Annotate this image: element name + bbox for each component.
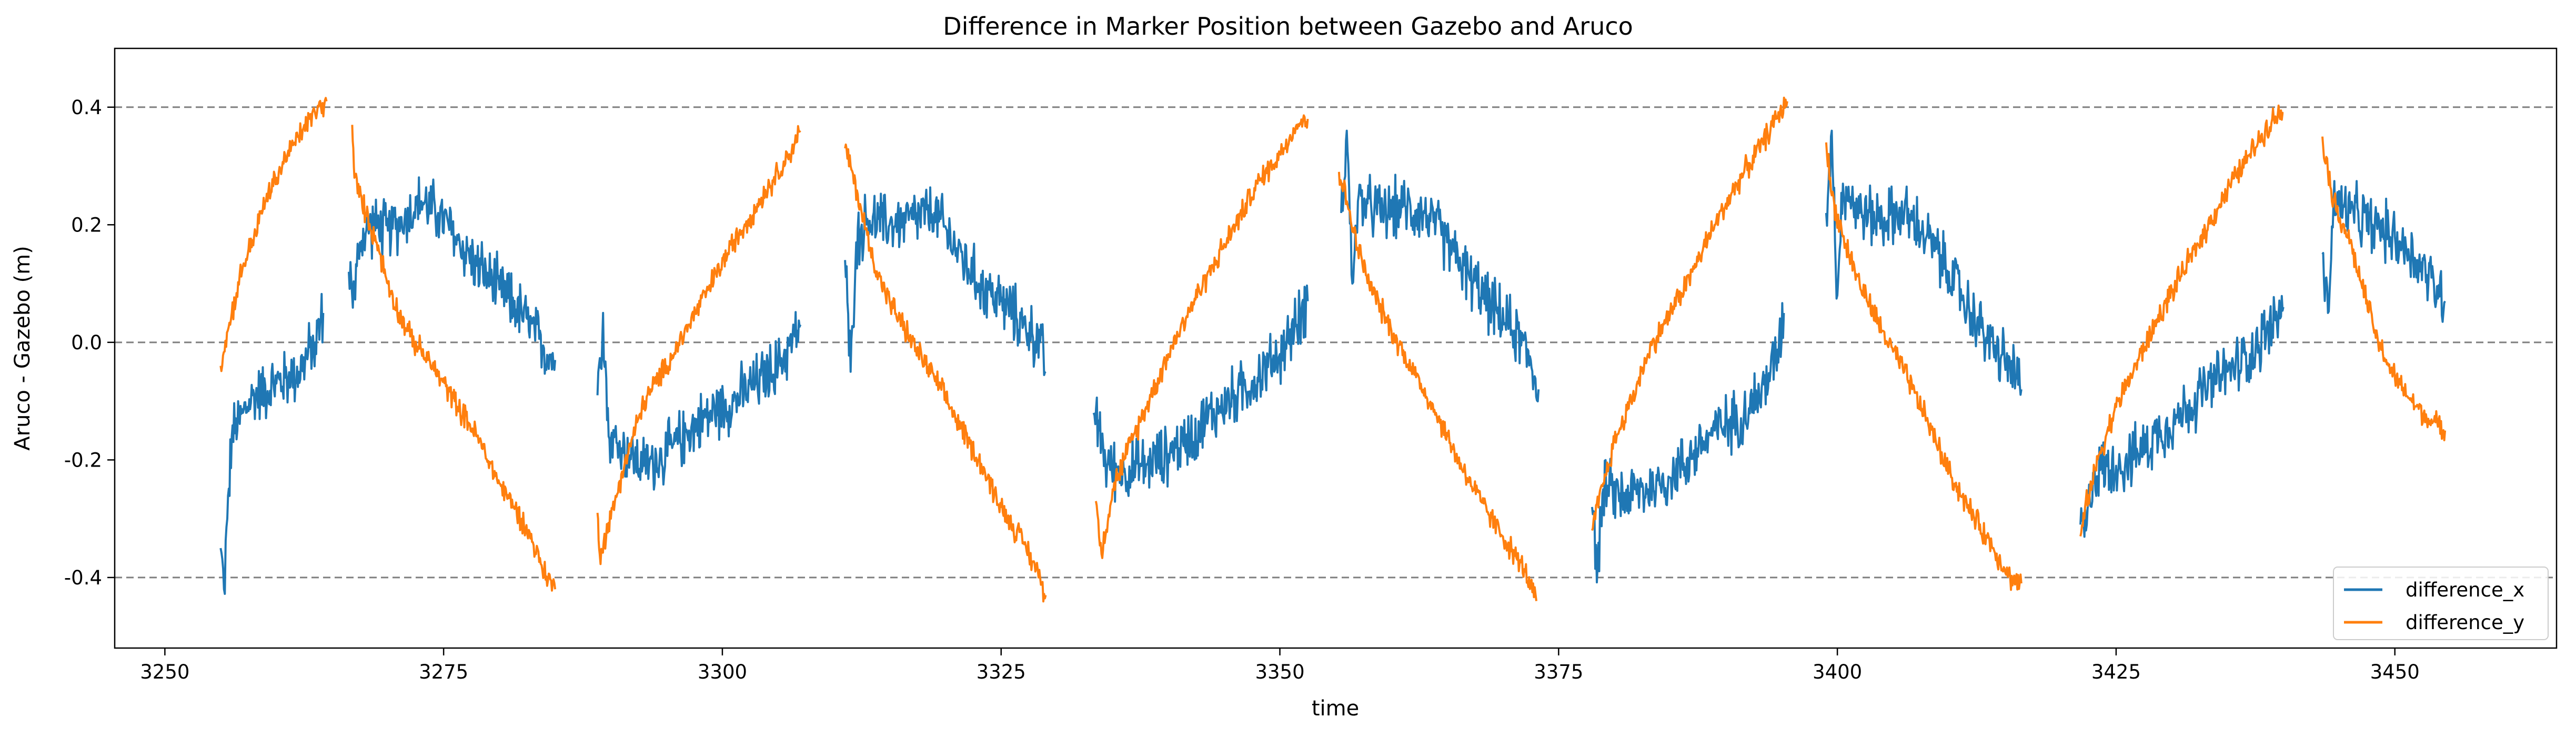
difference-y-segment-7 <box>1825 142 2022 591</box>
legend-box <box>2333 567 2549 640</box>
x-axis-title: time <box>1312 696 1359 721</box>
difference-x-segment-1 <box>348 176 557 375</box>
plot-series <box>219 96 2447 603</box>
difference-y-segment-5 <box>1337 171 1537 601</box>
y-tick-label: -0.4 <box>64 567 102 589</box>
legend-label-difference-x: difference_x <box>2406 579 2524 601</box>
difference-y-segment-6 <box>1591 96 1788 531</box>
x-axis-ticks: 3250 3275 3300 3325 3350 3375 3400 3425 3450 <box>140 648 2420 683</box>
x-tick-label: 3275 <box>419 661 468 683</box>
x-tick-label: 3375 <box>1534 661 1583 683</box>
legend: difference_x difference_y <box>2333 567 2549 640</box>
x-tick-label: 3350 <box>1255 661 1304 683</box>
difference-y-segment-8 <box>2079 104 2284 537</box>
difference-y-segment-4 <box>1094 114 1309 559</box>
x-tick-label: 3250 <box>140 661 189 683</box>
difference-y-segment-3 <box>844 143 1047 603</box>
y-tick-label: 0.0 <box>71 331 102 354</box>
difference-y-segment-0 <box>219 97 328 372</box>
difference-x-segment-9 <box>2321 180 2446 323</box>
x-tick-label: 3400 <box>1813 661 1862 683</box>
x-tick-label: 3450 <box>2370 661 2420 683</box>
y-axis-title: Aruco - Gazebo (m) <box>11 246 35 450</box>
plot-frame <box>114 47 2558 649</box>
difference-x-segment-2 <box>596 311 802 491</box>
difference-x-segment-4 <box>1092 284 1309 503</box>
difference-x-segment-3 <box>844 186 1046 376</box>
difference-x-segment-6 <box>1591 302 1785 584</box>
difference-y-segment-9 <box>2321 136 2447 441</box>
difference-y-segment-2 <box>596 125 801 565</box>
reference-lines <box>115 106 2557 579</box>
difference-x-segment-8 <box>2079 295 2285 538</box>
y-axis-ticks: -0.4 -0.2 0.0 0.2 0.4 <box>64 96 115 589</box>
y-tick-label: -0.2 <box>64 449 102 471</box>
difference-x-segment-7 <box>1825 129 2022 396</box>
x-tick-label: 3325 <box>977 661 1026 683</box>
x-tick-label: 3300 <box>698 661 747 683</box>
chart-title: Difference in Marker Position between Ga… <box>943 12 1633 41</box>
legend-label-difference-y: difference_y <box>2406 611 2524 634</box>
y-tick-label: 0.4 <box>71 96 102 119</box>
y-tick-label: 0.2 <box>71 214 102 236</box>
difference-x-segment-5 <box>1340 129 1540 402</box>
difference-y-segment-1 <box>351 125 557 592</box>
x-tick-label: 3425 <box>2091 661 2141 683</box>
difference-x-segment-0 <box>219 292 325 595</box>
